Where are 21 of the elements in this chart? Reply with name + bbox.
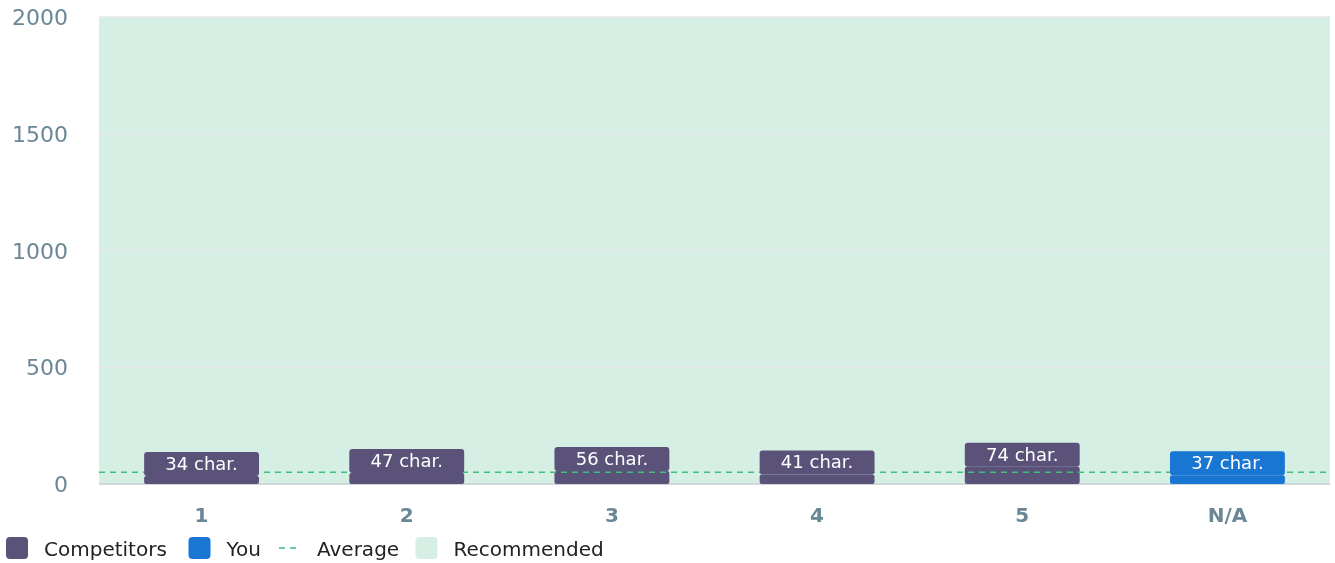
y-tick-label: 2000	[12, 5, 68, 30]
data-label: 74 char.	[986, 443, 1059, 465]
legend-label: Average	[317, 537, 400, 561]
y-tick-label: 0	[54, 472, 68, 497]
data-label: 37 char.	[1191, 452, 1264, 474]
y-tick-label: 500	[26, 355, 68, 381]
legend-label: You	[225, 537, 261, 561]
x-tick-label: 4	[810, 503, 825, 527]
data-label: 41 char.	[780, 451, 854, 473]
x-tick-label: 5	[1015, 503, 1030, 527]
x-tick-label: 3	[604, 503, 619, 527]
y-tick-label: 1000	[12, 238, 68, 264]
x-tick-label: N/A	[1207, 503, 1248, 527]
data-label: 56 char.	[575, 447, 649, 469]
x-tick-label: 1	[194, 503, 209, 527]
legend-label: Recommended	[453, 537, 604, 561]
x-tick-label: 2	[399, 503, 414, 527]
data-label: 34 char.	[165, 453, 238, 475]
y-tick-label: 1500	[12, 121, 68, 147]
data-label: 47 char.	[370, 450, 443, 472]
legend-label: Competitors	[44, 537, 167, 561]
